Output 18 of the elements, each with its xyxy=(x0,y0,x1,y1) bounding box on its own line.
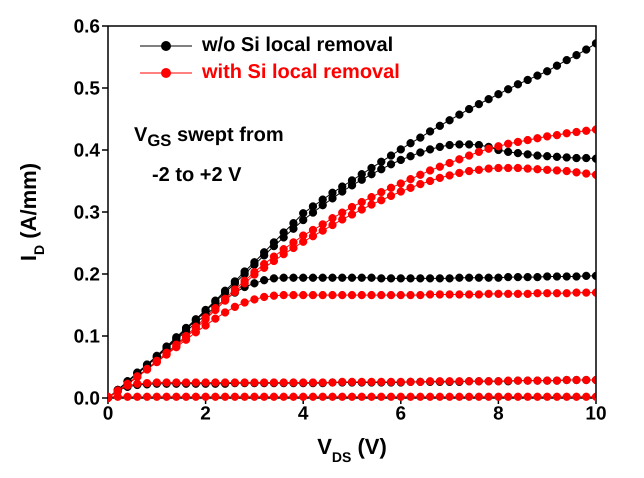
legend-label: with Si local removal xyxy=(202,60,400,85)
y-tick-label: 0.4 xyxy=(74,140,100,162)
x-tick-label: 6 xyxy=(396,403,406,424)
x-axis-title: V$_{DS}$ (V) xyxy=(317,434,387,465)
y-tick-label: 0.3 xyxy=(74,202,100,224)
y-tick-label: 0.1 xyxy=(74,326,100,348)
y-tick-label: 0.6 xyxy=(74,16,100,38)
annotation: V$_{GS}$ swept from xyxy=(134,124,284,150)
x-tick-label: 0 xyxy=(102,403,114,424)
x-tick-label: 10 xyxy=(585,403,607,424)
y-tick-label: 0.2 xyxy=(74,264,100,286)
x-tick-label: 8 xyxy=(493,403,504,424)
y-tick-label: 0.0 xyxy=(74,388,100,410)
y-tick-label: 0.5 xyxy=(74,78,100,100)
legend-label: w/o Si local removal xyxy=(202,33,394,58)
annotation: -2 to +2 V xyxy=(152,164,242,186)
x-tick-label: 4 xyxy=(298,403,309,424)
x-tick-label: 2 xyxy=(200,403,211,424)
